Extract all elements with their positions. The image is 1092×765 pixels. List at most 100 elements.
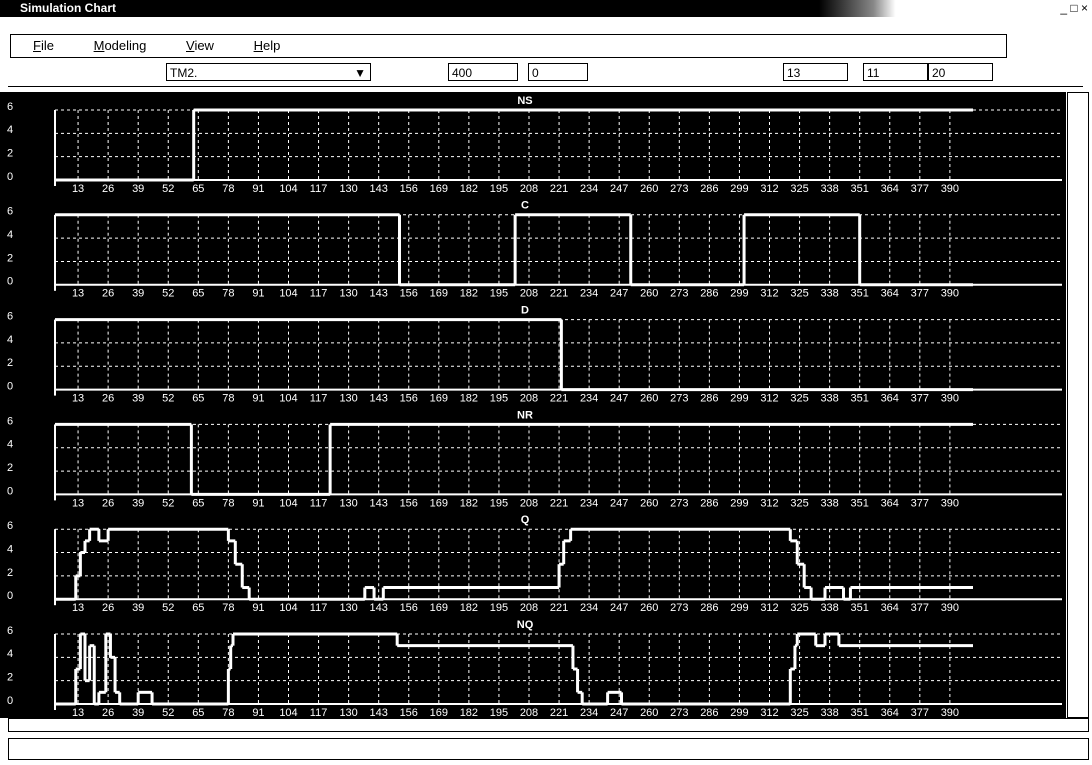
chart-title: NS [517,95,532,107]
x-tick-label: 26 [102,288,114,300]
x-tick-label: 130 [339,497,357,509]
vertical-scrollbar[interactable] [1067,92,1089,718]
x-tick-label: 78 [222,288,234,300]
x-tick-label: 299 [730,183,748,195]
x-tick-label: 143 [370,393,388,405]
x-tick-label: 221 [550,393,568,405]
x-tick-label: 390 [941,707,959,718]
x-tick-label: 273 [670,497,688,509]
x-tick-label: 325 [790,288,808,300]
x-tick-label: 13 [72,707,84,718]
x-tick-label: 39 [132,393,144,405]
x-tick-label: 325 [790,183,808,195]
x-tick-label: 182 [460,602,478,614]
x-tick-label: 286 [700,602,718,614]
x-tick-label: 351 [851,497,869,509]
y-tick-label: 4 [7,439,13,451]
x-tick-label: 221 [550,183,568,195]
x-tick-label: 91 [252,497,264,509]
x-tick-label: 156 [400,707,418,718]
x-tick-label: 156 [400,393,418,405]
x-tick-label: 260 [640,393,658,405]
menu-bar: File Modeling View Help [10,34,1007,58]
x-tick-label: 130 [339,393,357,405]
spin-field[interactable]: 13 [783,63,848,81]
y-tick-label: 0 [7,171,13,183]
x-tick-label: 117 [310,707,328,718]
x-tick-label: 260 [640,183,658,195]
x-tick-label: 39 [132,288,144,300]
x-tick-label: 338 [820,288,838,300]
x-tick-label: 39 [132,602,144,614]
y-tick-label: 6 [7,415,13,427]
x-tick-label: 117 [310,393,328,405]
x-tick-label: 169 [430,183,448,195]
x-tick-label: 260 [640,497,658,509]
x-tick-label: 208 [520,707,538,718]
menu-item[interactable]: File [33,38,54,53]
x-tick-label: 234 [580,707,598,718]
x-tick-label: 182 [460,183,478,195]
x-tick-label: 338 [820,393,838,405]
y-tick-label: 6 [7,101,13,113]
menu-item[interactable]: Modeling [93,38,147,53]
x-tick-label: 377 [911,497,929,509]
x-tick-label: 377 [911,183,929,195]
x-tick-label: 351 [851,602,869,614]
y-tick-label: 2 [7,462,13,474]
spin-field[interactable]: 11 [863,63,928,81]
x-tick-label: 390 [941,497,959,509]
x-tick-label: 286 [700,707,718,718]
spin-field[interactable]: 20 [928,63,993,81]
x-tick-label: 208 [520,497,538,509]
spin-field[interactable]: 0 [528,63,588,81]
x-tick-label: 130 [339,602,357,614]
x-tick-label: 52 [162,393,174,405]
chart-title: D [521,305,529,317]
x-tick-label: 130 [339,183,357,195]
x-tick-label: 143 [370,183,388,195]
x-tick-label: 130 [339,288,357,300]
menu-item[interactable]: Help [253,38,281,53]
window-controls[interactable]: _ □ × [1060,1,1088,15]
x-tick-label: 195 [490,183,508,195]
x-tick-label: 221 [550,707,568,718]
x-tick-label: 247 [610,707,628,718]
x-tick-label: 208 [520,183,538,195]
x-tick-label: 26 [102,393,114,405]
x-tick-label: 390 [941,393,959,405]
x-tick-label: 13 [72,602,84,614]
x-tick-label: 117 [310,602,328,614]
x-tick-label: 104 [279,497,297,509]
x-tick-label: 286 [700,497,718,509]
x-tick-label: 13 [72,497,84,509]
x-tick-label: 260 [640,602,658,614]
x-tick-label: 156 [400,497,418,509]
x-tick-label: 390 [941,288,959,300]
y-tick-label: 0 [7,695,13,707]
x-tick-label: 91 [252,183,264,195]
x-tick-label: 325 [790,602,808,614]
x-tick-label: 338 [820,602,838,614]
x-tick-label: 195 [490,602,508,614]
x-tick-label: 312 [760,602,778,614]
x-tick-label: 78 [222,602,234,614]
menu-item[interactable]: View [186,38,214,53]
title-bar: Simulation Chart _ □ × [0,0,1092,17]
x-tick-label: 78 [222,393,234,405]
horizontal-scrollbar[interactable] [8,718,1089,732]
x-tick-label: 195 [490,707,508,718]
x-tick-label: 273 [670,183,688,195]
y-tick-label: 4 [7,229,13,241]
x-tick-label: 390 [941,602,959,614]
x-tick-label: 247 [610,393,628,405]
spin-field[interactable]: 400 [448,63,518,81]
x-tick-label: 286 [700,288,718,300]
model-combo[interactable]: TM2. ▼ [166,63,371,81]
x-tick-label: 104 [279,707,297,718]
y-tick-label: 2 [7,252,13,264]
chart-title: Q [521,514,530,526]
x-tick-label: 143 [370,497,388,509]
x-tick-label: 208 [520,393,538,405]
